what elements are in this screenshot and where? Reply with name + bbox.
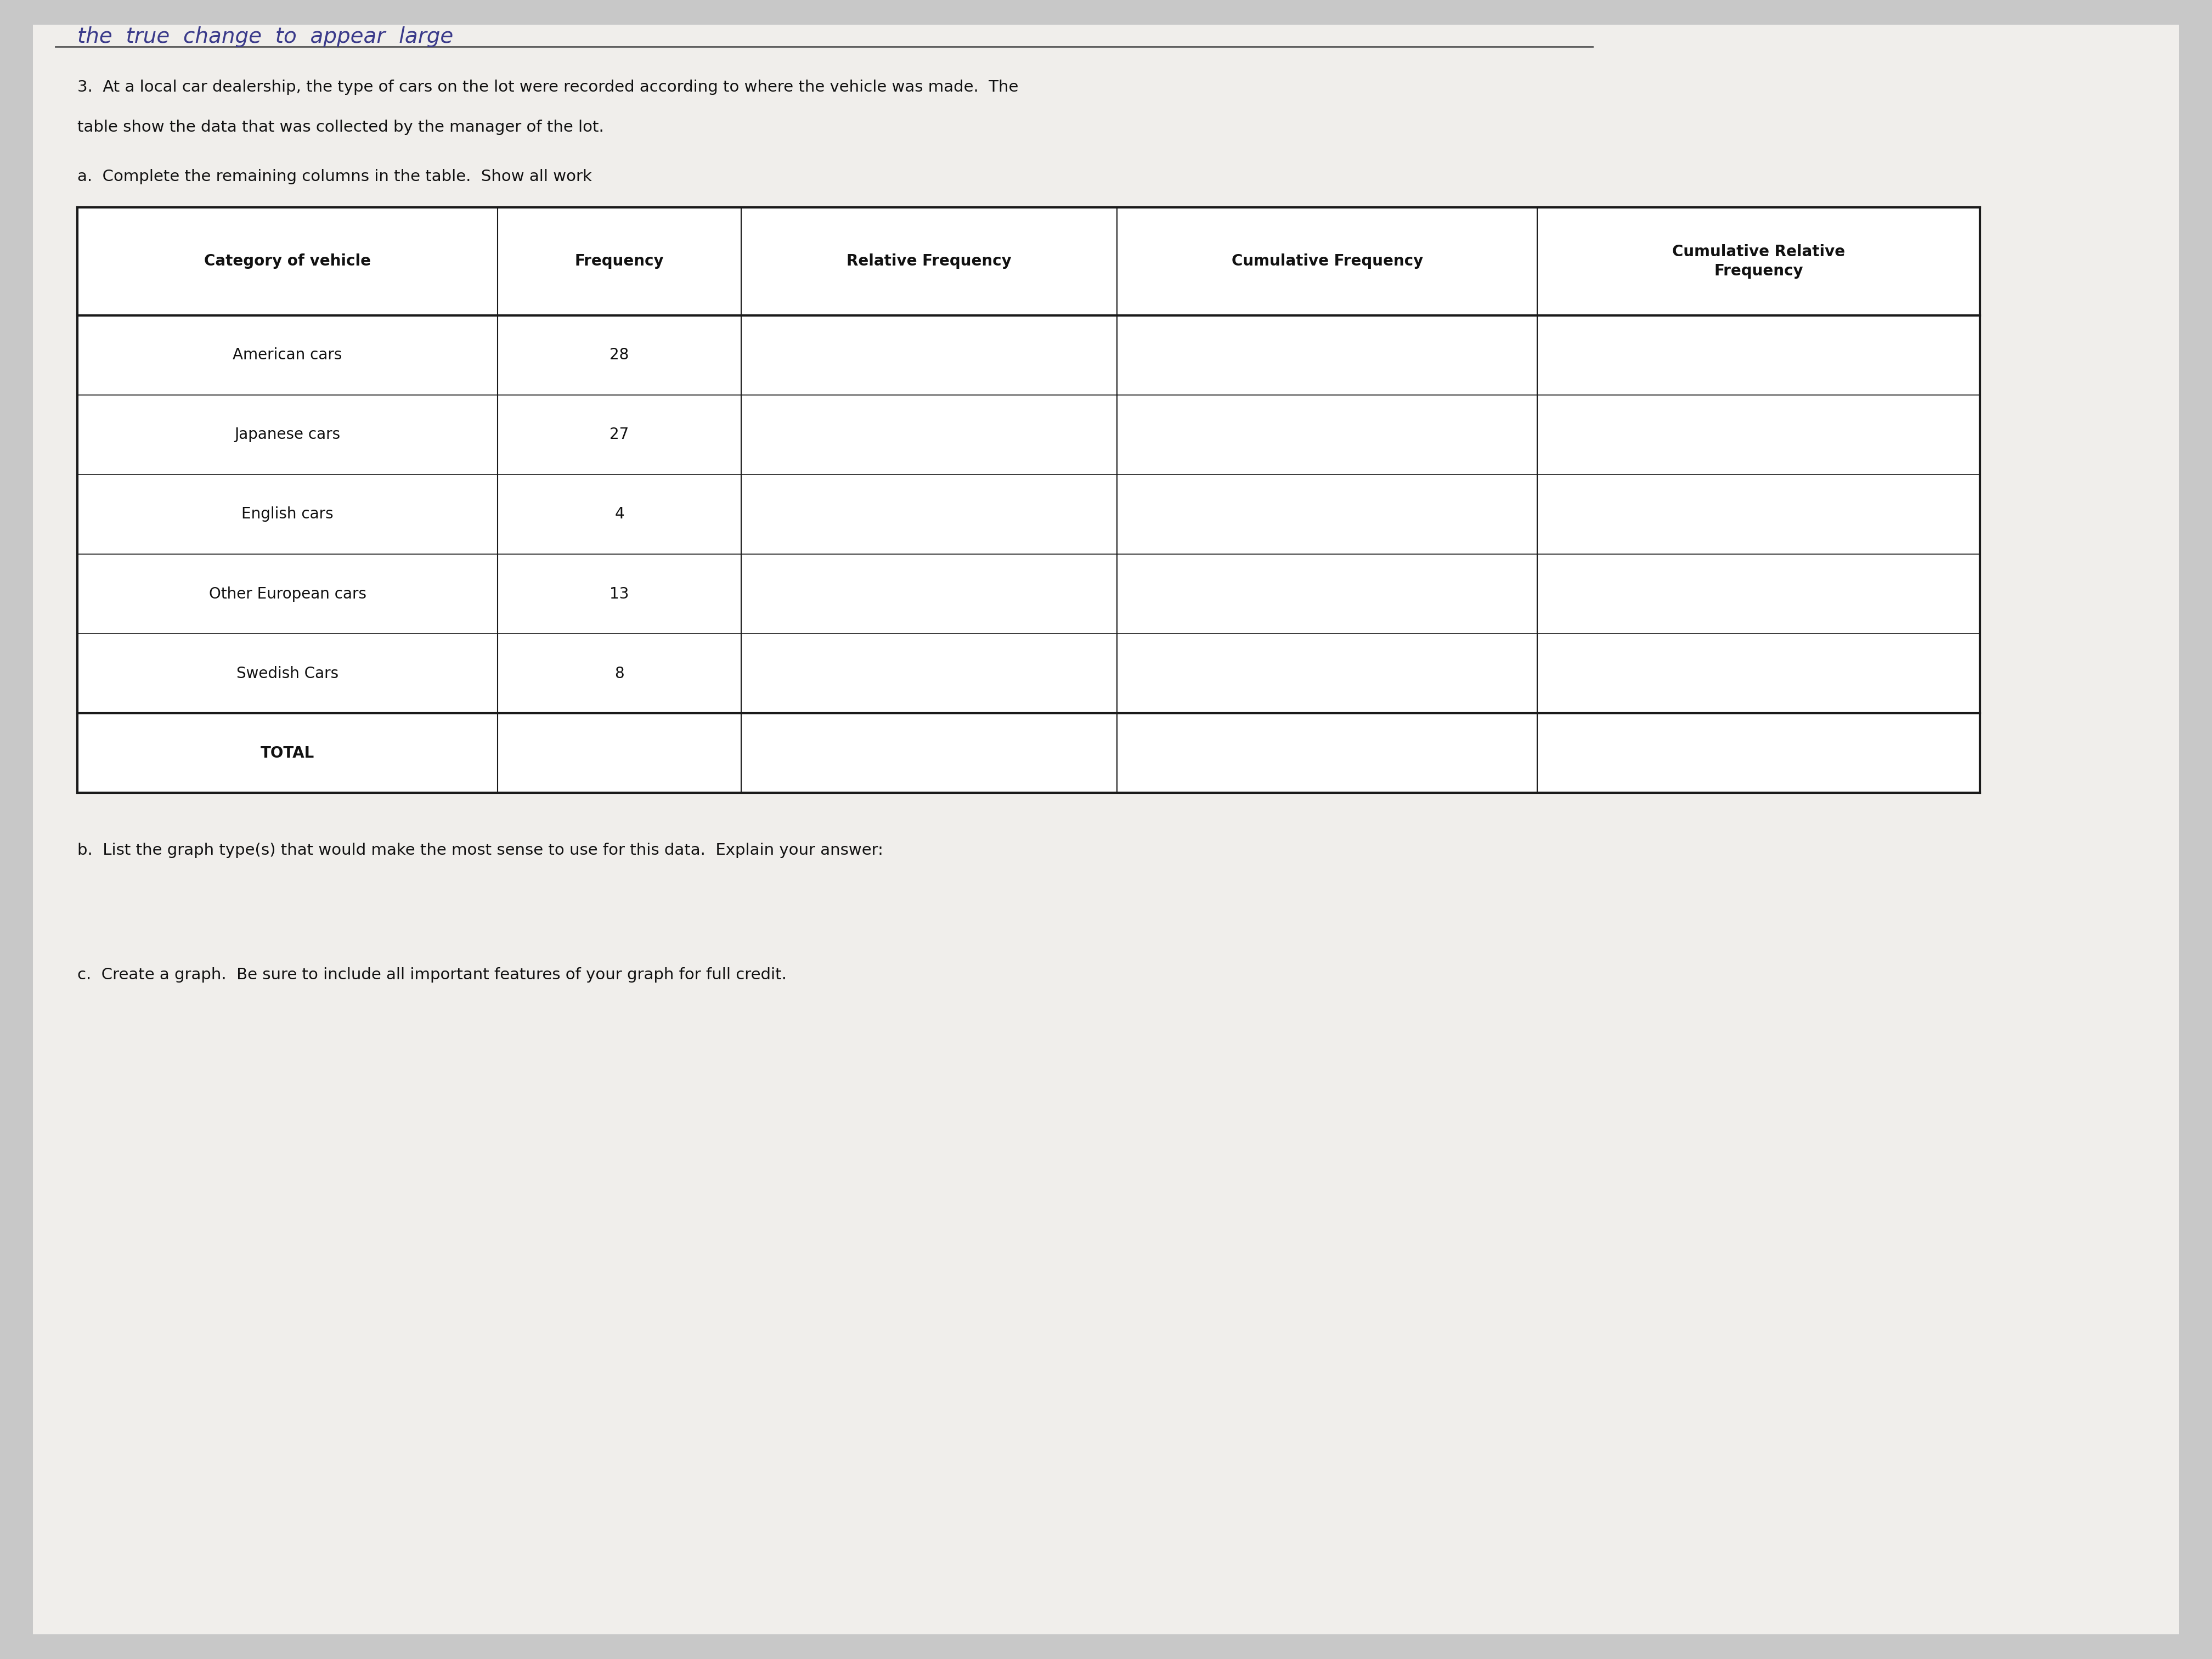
- Text: 4: 4: [615, 506, 624, 523]
- Text: c.  Create a graph.  Be sure to include all important features of your graph for: c. Create a graph. Be sure to include al…: [77, 967, 787, 982]
- Text: 3.  At a local car dealership, the type of cars on the lot were recorded accordi: 3. At a local car dealership, the type o…: [77, 80, 1018, 95]
- Text: Relative Frequency: Relative Frequency: [847, 254, 1011, 269]
- Text: Frequency: Frequency: [575, 254, 664, 269]
- Text: Other European cars: Other European cars: [208, 586, 367, 602]
- Text: American cars: American cars: [232, 347, 343, 363]
- Text: table show the data that was collected by the manager of the lot.: table show the data that was collected b…: [77, 119, 604, 134]
- Text: Category of vehicle: Category of vehicle: [204, 254, 372, 269]
- Text: 28: 28: [611, 347, 628, 363]
- Text: Cumulative Relative
Frequency: Cumulative Relative Frequency: [1672, 244, 1845, 279]
- Text: English cars: English cars: [241, 506, 334, 523]
- Bar: [77, 207, 1980, 793]
- Text: 27: 27: [611, 426, 628, 443]
- Text: b.  List the graph type(s) that would make the most sense to use for this data. : b. List the graph type(s) that would mak…: [77, 843, 883, 858]
- Text: Cumulative Frequency: Cumulative Frequency: [1232, 254, 1422, 269]
- FancyBboxPatch shape: [33, 25, 2179, 1634]
- Text: 8: 8: [615, 665, 624, 682]
- Text: Swedish Cars: Swedish Cars: [237, 665, 338, 682]
- Text: a.  Complete the remaining columns in the table.  Show all work: a. Complete the remaining columns in the…: [77, 169, 593, 184]
- Text: the  true  change  to  appear  large: the true change to appear large: [77, 27, 453, 46]
- Text: Japanese cars: Japanese cars: [234, 426, 341, 443]
- Text: 13: 13: [611, 586, 628, 602]
- Text: TOTAL: TOTAL: [261, 745, 314, 761]
